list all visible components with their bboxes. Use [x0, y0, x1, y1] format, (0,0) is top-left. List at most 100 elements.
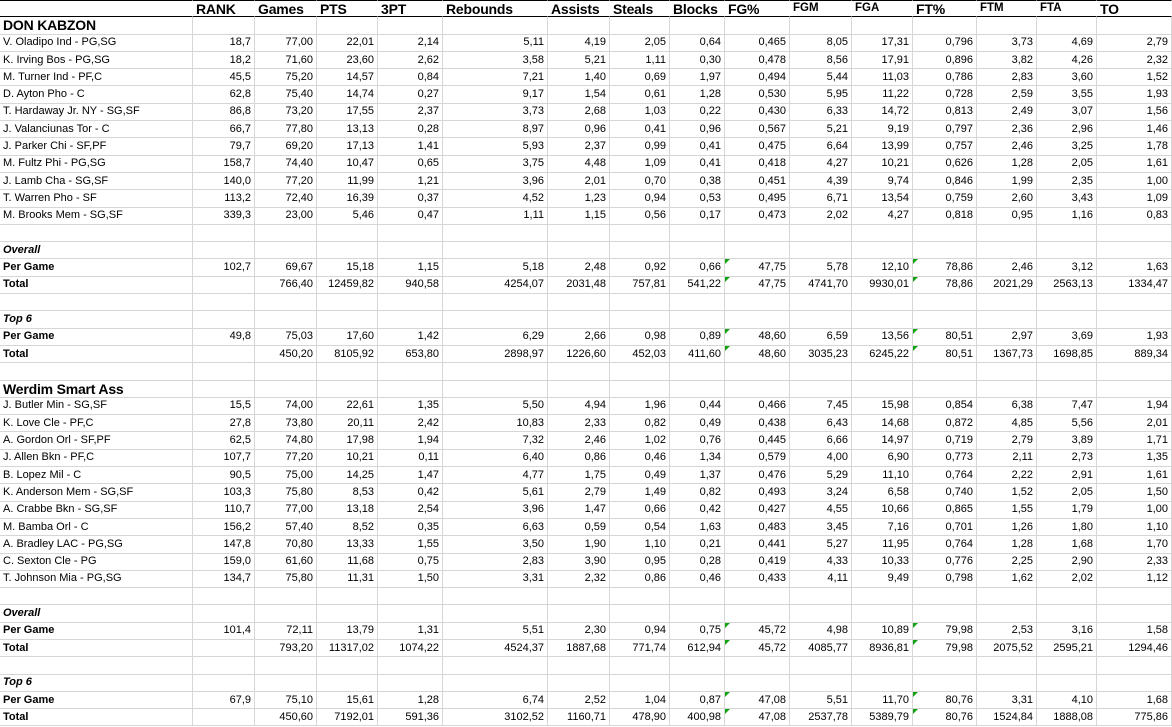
player-name-cell[interactable]: V. Oladipo Ind - PG,SG: [0, 34, 193, 52]
stat-cell[interactable]: 14,25: [317, 467, 378, 485]
empty-cell[interactable]: [852, 242, 913, 260]
stat-cell[interactable]: 450,60: [255, 709, 317, 727]
stat-cell[interactable]: 13,79: [317, 622, 378, 640]
stat-cell[interactable]: 8936,81: [852, 639, 913, 658]
empty-cell[interactable]: [913, 674, 977, 692]
stat-cell[interactable]: 3,25: [1037, 138, 1097, 156]
empty-cell[interactable]: [977, 17, 1037, 35]
stat-cell[interactable]: 0,61: [610, 86, 670, 104]
player-name-cell[interactable]: T. Hardaway Jr. NY - SG,SF: [0, 103, 193, 122]
stat-cell[interactable]: 0,38: [670, 172, 725, 191]
stat-cell[interactable]: 2,46: [548, 432, 610, 450]
stat-cell[interactable]: 1,15: [378, 259, 443, 277]
stat-cell[interactable]: 3,89: [1037, 432, 1097, 450]
stat-cell[interactable]: 0,66: [610, 501, 670, 519]
stat-cell[interactable]: 5,29: [790, 467, 852, 485]
stat-cell[interactable]: 1,35: [378, 397, 443, 416]
empty-cell[interactable]: [977, 294, 1037, 312]
stat-cell[interactable]: 1,49: [610, 484, 670, 502]
stat-cell[interactable]: 6,43: [790, 415, 852, 433]
empty-cell[interactable]: [317, 294, 378, 312]
stat-cell[interactable]: 1074,22: [378, 639, 443, 658]
empty-cell[interactable]: [378, 674, 443, 692]
stat-cell[interactable]: 0,773: [913, 449, 977, 468]
empty-cell[interactable]: [610, 605, 670, 623]
empty-cell[interactable]: [852, 605, 913, 623]
empty-cell[interactable]: [790, 588, 852, 606]
row-label[interactable]: Per Game: [0, 328, 193, 346]
stat-cell[interactable]: 8,05: [790, 34, 852, 52]
empty-cell[interactable]: [1037, 380, 1097, 398]
empty-cell[interactable]: [378, 294, 443, 312]
empty-cell[interactable]: [1037, 311, 1097, 329]
empty-cell[interactable]: [1097, 363, 1172, 381]
empty-cell[interactable]: [977, 588, 1037, 606]
stat-cell[interactable]: 0,83: [1097, 207, 1172, 225]
stat-cell[interactable]: 1,97: [670, 69, 725, 87]
stat-cell[interactable]: 6,58: [852, 484, 913, 502]
stat-cell[interactable]: 1,68: [1037, 536, 1097, 554]
stat-cell[interactable]: 0,854: [913, 397, 977, 416]
stat-cell[interactable]: 0,86: [610, 570, 670, 589]
stat-cell[interactable]: 77,20: [255, 449, 317, 468]
stat-cell[interactable]: 0,46: [670, 570, 725, 589]
stat-cell[interactable]: 653,80: [378, 345, 443, 364]
stat-cell[interactable]: 13,33: [317, 536, 378, 554]
empty-cell[interactable]: [193, 605, 255, 623]
stat-cell[interactable]: 11,70: [852, 691, 913, 710]
stat-cell[interactable]: 15,98: [852, 397, 913, 416]
stat-cell[interactable]: 4741,70: [790, 276, 852, 295]
stat-cell[interactable]: 47,08: [725, 709, 790, 727]
stat-cell[interactable]: 3,16: [1037, 622, 1097, 640]
stat-cell[interactable]: 1,02: [610, 432, 670, 450]
empty-cell[interactable]: [790, 657, 852, 675]
empty-cell[interactable]: [1097, 657, 1172, 675]
stat-cell[interactable]: 18,7: [193, 34, 255, 52]
stat-cell[interactable]: [193, 639, 255, 658]
stat-cell[interactable]: 17,31: [852, 34, 913, 52]
stat-cell[interactable]: 1524,84: [977, 709, 1037, 727]
stat-cell[interactable]: 1,47: [548, 501, 610, 519]
stat-cell[interactable]: 3102,52: [443, 709, 548, 727]
stat-cell[interactable]: 2563,13: [1037, 276, 1097, 295]
stat-cell[interactable]: 77,00: [255, 501, 317, 519]
stat-cell[interactable]: 3,24: [790, 484, 852, 502]
empty-cell[interactable]: [670, 380, 725, 398]
col-header-ftpct[interactable]: FT%: [913, 0, 977, 18]
stat-cell[interactable]: 1,16: [1037, 207, 1097, 225]
stat-cell[interactable]: 1,50: [378, 570, 443, 589]
empty-cell[interactable]: [1037, 242, 1097, 260]
stat-cell[interactable]: 78,86: [913, 276, 977, 295]
stat-cell[interactable]: 2,35: [1037, 172, 1097, 191]
empty-cell[interactable]: [977, 674, 1037, 692]
stat-cell[interactable]: 75,03: [255, 328, 317, 346]
stat-cell[interactable]: 9,49: [852, 570, 913, 589]
stat-cell[interactable]: 7192,01: [317, 709, 378, 727]
stat-cell[interactable]: 0,494: [725, 69, 790, 87]
empty-cell[interactable]: [913, 657, 977, 675]
empty-cell[interactable]: [317, 588, 378, 606]
empty-cell[interactable]: [0, 588, 193, 606]
stat-cell[interactable]: 541,22: [670, 276, 725, 295]
stat-cell[interactable]: 11,95: [852, 536, 913, 554]
stat-cell[interactable]: 0,626: [913, 155, 977, 173]
empty-cell[interactable]: [0, 294, 193, 312]
stat-cell[interactable]: 0,96: [548, 121, 610, 139]
stat-cell[interactable]: 5,11: [443, 34, 548, 52]
stat-cell[interactable]: 17,55: [317, 103, 378, 122]
stat-cell[interactable]: 3,73: [443, 103, 548, 122]
stat-cell[interactable]: 48,60: [725, 328, 790, 346]
empty-cell[interactable]: [913, 242, 977, 260]
stat-cell[interactable]: 0,42: [670, 501, 725, 519]
empty-cell[interactable]: [255, 311, 317, 329]
stat-cell[interactable]: 2,49: [977, 103, 1037, 122]
stat-cell[interactable]: 1,09: [610, 155, 670, 173]
empty-cell[interactable]: [913, 605, 977, 623]
stat-cell[interactable]: 3,75: [443, 155, 548, 173]
empty-cell[interactable]: [255, 605, 317, 623]
stat-cell[interactable]: 4,69: [1037, 34, 1097, 52]
stat-cell[interactable]: 17,60: [317, 328, 378, 346]
stat-cell[interactable]: 0,445: [725, 432, 790, 450]
stat-cell[interactable]: 1,09: [1097, 190, 1172, 208]
stat-cell[interactable]: 1,58: [1097, 622, 1172, 640]
